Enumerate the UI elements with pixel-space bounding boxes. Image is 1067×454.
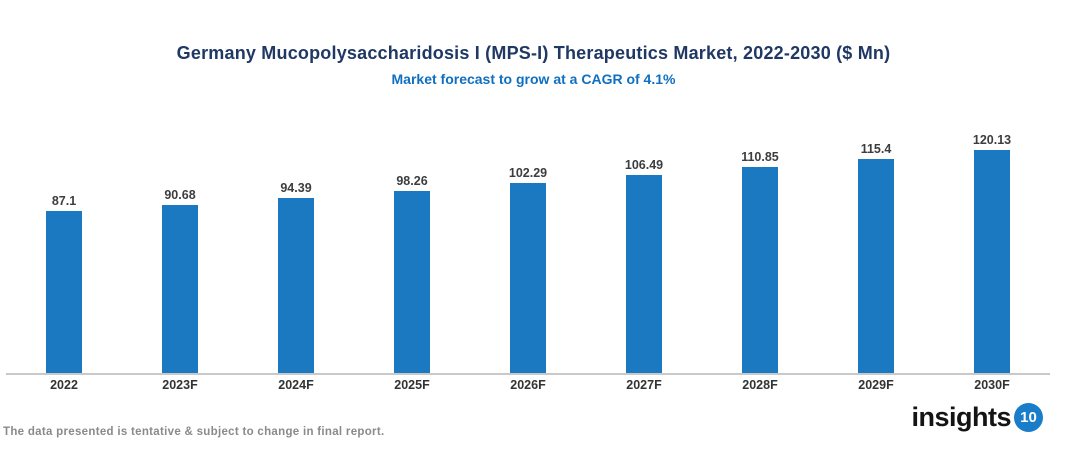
bar-value-label: 120.13 — [972, 133, 1012, 147]
bar-value-label: 110.85 — [741, 150, 779, 165]
insights10-logo: insights 10 — [911, 402, 1043, 433]
bar-slot: 115.4 — [818, 130, 934, 373]
x-axis-label: 2028F — [742, 378, 778, 392]
bar — [278, 197, 314, 373]
bar — [394, 190, 430, 373]
logo-wordmark: insights — [911, 402, 1011, 432]
bar-slot: 90.68 — [122, 130, 238, 373]
bar — [626, 175, 662, 373]
bar — [974, 150, 1010, 373]
bar-slot: 98.26 — [354, 130, 470, 373]
x-axis-label: 2024F — [278, 378, 314, 392]
bar — [742, 167, 778, 373]
bar — [46, 211, 82, 373]
bar-slot: 120.13 — [934, 130, 1050, 373]
plot-area: 87.1 90.68 94.39 98.26 102.29 106.49 110.85 115… — [6, 130, 1050, 375]
bar-value-label: 94.39 — [280, 180, 312, 195]
chart-title: Germany Mucopolysaccharidosis I (MPS-I) … — [176, 43, 891, 63]
bar-slot: 94.39 — [238, 130, 354, 373]
x-axis-label: 2023F — [162, 378, 198, 392]
bar-slot: 87.1 — [6, 130, 122, 373]
x-axis-label: 2022 — [50, 378, 78, 392]
x-axis-label: 2025F — [394, 378, 430, 392]
x-axis-label: 2027F — [626, 378, 662, 392]
x-axis-label: 2026F — [510, 378, 546, 392]
bar-value-label: 106.49 — [624, 158, 664, 173]
disclaimer-note: The data presented is tentative & subjec… — [3, 426, 385, 438]
bar-value-label: 98.26 — [396, 173, 428, 188]
logo-number-badge: 10 — [1014, 403, 1043, 432]
bar — [162, 204, 198, 373]
bar-value-label: 115.4 — [860, 141, 892, 156]
chart-subtitle: Market forecast to grow at a CAGR of 4.1… — [391, 71, 676, 87]
bar-value-label: 102.29 — [508, 166, 548, 181]
bar-slot: 110.85 — [702, 130, 818, 373]
bar-slot: 106.49 — [586, 130, 702, 373]
bar-slot: 102.29 — [470, 130, 586, 373]
bar — [858, 158, 894, 373]
x-axis-label: 2029F — [858, 378, 894, 392]
bar-value-label: 87.1 — [51, 194, 77, 209]
x-axis-label: 2030F — [974, 378, 1010, 392]
x-axis-labels: 2022 2023F 2024F 2025F 2026F 2027F 2028F 2029F 2… — [6, 378, 1050, 392]
bar — [510, 183, 546, 373]
bar-value-label: 90.68 — [164, 187, 196, 202]
